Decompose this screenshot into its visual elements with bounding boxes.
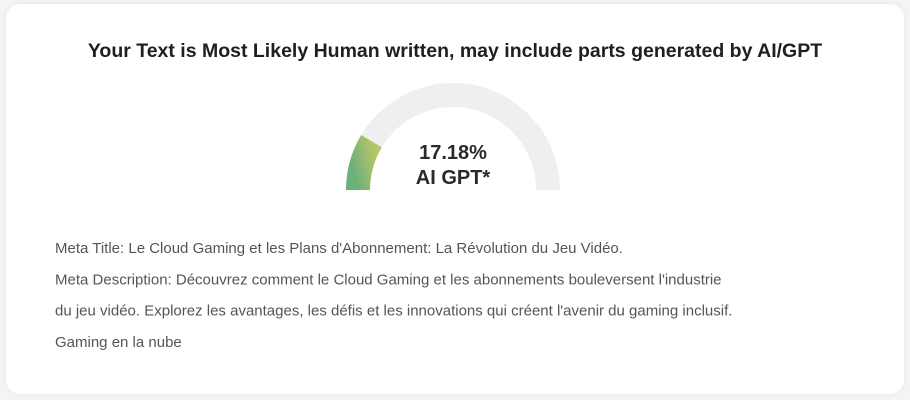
gauge-fill bbox=[346, 135, 383, 191]
description-line: Gaming en la nube bbox=[55, 334, 182, 351]
description-line: Meta Description: Découvrez comment le C… bbox=[55, 271, 722, 288]
result-card bbox=[6, 4, 904, 394]
gauge-value: 17.18% bbox=[419, 142, 487, 164]
description-line: Meta Title: Le Cloud Gaming et les Plans… bbox=[55, 240, 623, 257]
description: Meta Title: Le Cloud Gaming et les Plans… bbox=[55, 240, 732, 351]
result-title: Your Text is Most Likely Human written, … bbox=[88, 40, 822, 62]
description-line: du jeu vidéo. Explorez les avantages, le… bbox=[55, 303, 732, 320]
gauge-caption: AI GPT* bbox=[416, 167, 491, 189]
